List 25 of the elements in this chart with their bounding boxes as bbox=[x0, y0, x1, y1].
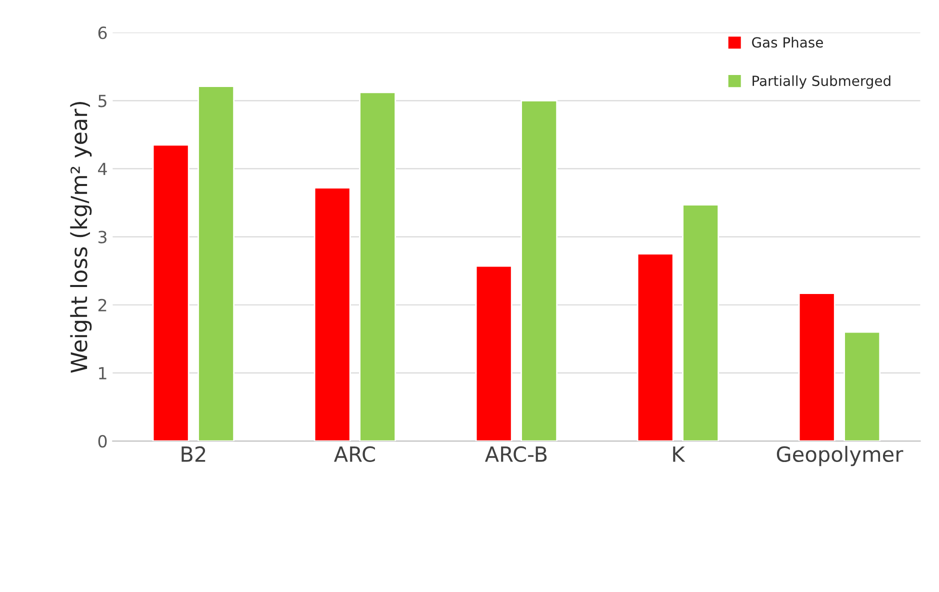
x-tick-label: K bbox=[673, 446, 686, 462]
y-tick-label: 2 bbox=[98, 298, 106, 312]
y-tick-label: 0 bbox=[98, 435, 107, 448]
y-tick-label: 3 bbox=[98, 230, 106, 244]
x-tick-label: ARC-B bbox=[484, 446, 547, 462]
legend-label: Gas Phase bbox=[752, 36, 823, 48]
x-tick-label: Geopolymer bbox=[776, 446, 904, 466]
x-tick-label: ARC bbox=[334, 446, 375, 462]
y-tick-label: 6 bbox=[98, 26, 107, 40]
y-tick-label: 4 bbox=[98, 162, 107, 176]
bar bbox=[152, 144, 190, 442]
bar bbox=[198, 86, 235, 442]
bar bbox=[520, 100, 558, 442]
y-tick-label: 5 bbox=[98, 94, 106, 108]
legend-label: Partially Submerged bbox=[752, 75, 890, 89]
x-tick-label: B2 bbox=[182, 446, 206, 462]
bar bbox=[682, 204, 720, 442]
bar bbox=[314, 187, 351, 442]
bar bbox=[798, 292, 836, 442]
y-axis-title: Weight loss (kg/m² year) bbox=[70, 102, 92, 373]
bar bbox=[844, 331, 881, 442]
y-tick-label: 1 bbox=[99, 367, 106, 380]
bar bbox=[359, 92, 396, 442]
bar bbox=[475, 265, 512, 442]
bar bbox=[636, 253, 674, 442]
